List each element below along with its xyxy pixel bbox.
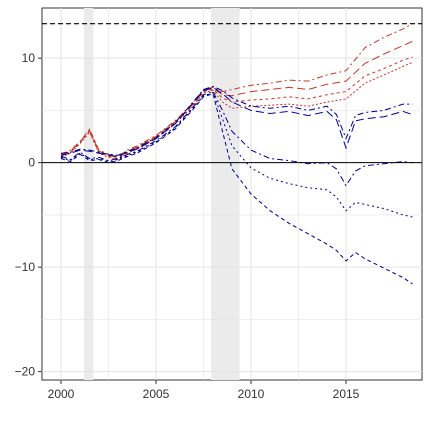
series-line-6 bbox=[60, 90, 413, 187]
axes: 2000 2005 2010 2015 −20 −10 0 10 bbox=[15, 51, 360, 401]
x-tick-label-0: 2000 bbox=[48, 387, 75, 401]
x-tick-label-3: 2015 bbox=[333, 387, 360, 401]
x-tick-label-1: 2005 bbox=[143, 387, 170, 401]
series-line-8 bbox=[60, 93, 413, 285]
x-tick-label-2: 2010 bbox=[238, 387, 265, 401]
series-line-2 bbox=[60, 56, 413, 160]
recession-bands bbox=[83, 8, 240, 380]
y-tick-label-1: −10 bbox=[15, 260, 36, 274]
y-tick-label-0: −20 bbox=[15, 365, 36, 379]
series-line-5 bbox=[60, 86, 413, 157]
recession-band-0 bbox=[83, 8, 94, 380]
series-line-1 bbox=[60, 40, 413, 158]
series-lines bbox=[60, 23, 413, 285]
series-line-7 bbox=[60, 91, 413, 218]
recession-band-1 bbox=[211, 8, 240, 380]
y-tick-label-3: 10 bbox=[22, 51, 36, 65]
y-tick-label-2: 0 bbox=[28, 156, 35, 170]
series-line-3 bbox=[60, 61, 413, 161]
series-line-4 bbox=[60, 85, 413, 156]
reference-lines bbox=[42, 23, 422, 164]
